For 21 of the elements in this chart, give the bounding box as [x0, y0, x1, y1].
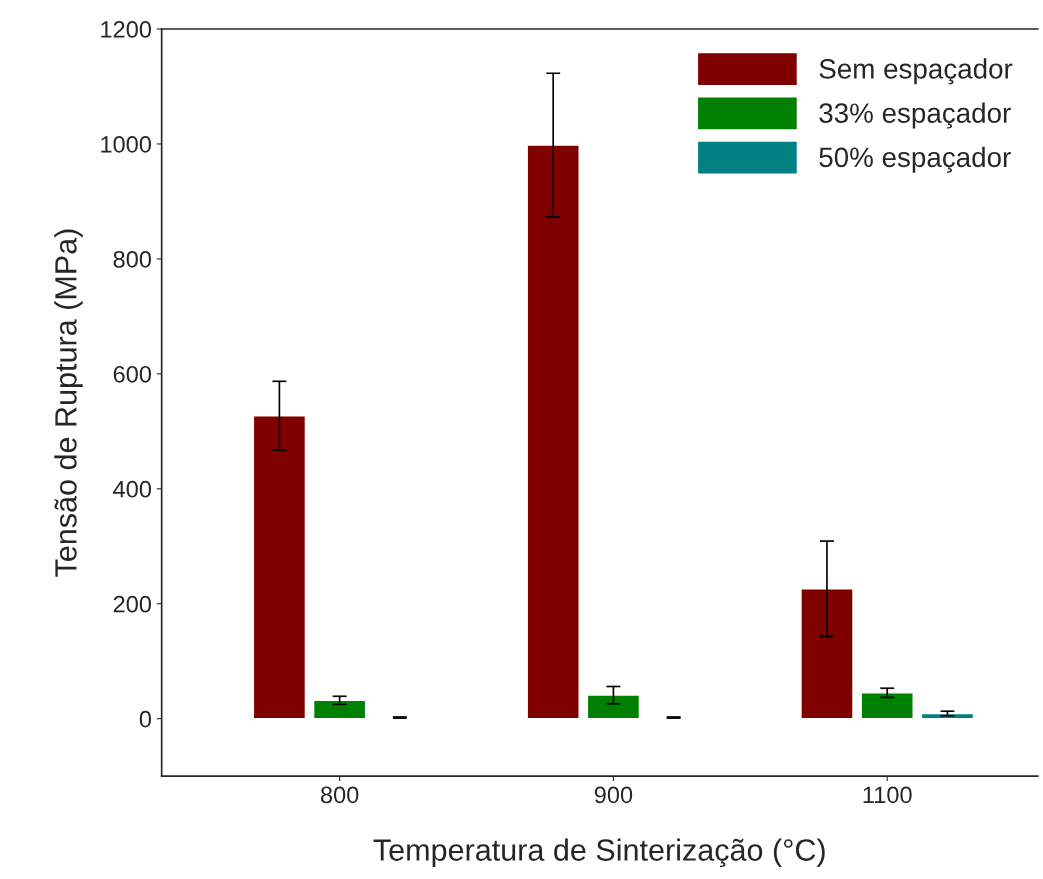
x-tick-label: 900 [594, 786, 633, 804]
legend-label: 33% espaçador [819, 102, 1011, 129]
legend-label: 50% espaçador [819, 146, 1011, 173]
bar [800, 588, 854, 720]
y-tick-label: 600 [113, 365, 152, 383]
x-axis-title: Temperatura de Sinterização (°C) [373, 838, 825, 868]
bar [526, 144, 580, 720]
x-tick-label: 800 [320, 786, 359, 804]
y-axis-title: Tensão de Ruptura (MPa) [54, 229, 83, 577]
x-tick-label: 1100 [863, 786, 912, 804]
bar [860, 692, 914, 720]
y-tick-label: 800 [113, 250, 152, 268]
y-tick-label: 400 [113, 480, 152, 498]
y-tick-label: 200 [113, 595, 152, 613]
y-tick-label: 0 [139, 710, 152, 728]
bar [312, 699, 367, 720]
y-tick-label: 1200 [101, 21, 152, 38]
bar [586, 694, 641, 720]
legend-label: Sem espaçador [819, 58, 1013, 85]
bar [252, 415, 307, 720]
y-tick-label: 1000 [101, 136, 152, 153]
